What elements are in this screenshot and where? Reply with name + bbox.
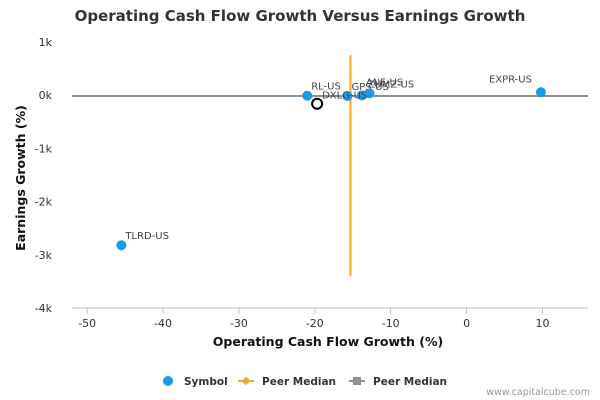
credit-text: www.capitalcube.com xyxy=(486,387,590,398)
x-tick-label: -10 xyxy=(382,317,400,330)
x-tick-label: -40 xyxy=(154,317,172,330)
y-tick-label: -1k xyxy=(35,142,53,155)
legend: Symbol Peer Median Peer Median xyxy=(163,376,447,388)
point-marker xyxy=(364,88,375,99)
legend-gray-square xyxy=(353,377,361,385)
legend-label: Symbol xyxy=(184,376,228,388)
point-marker xyxy=(302,90,313,101)
y-tick-label: -2k xyxy=(35,196,53,209)
y-tick-label: 0k xyxy=(39,89,53,102)
x-axis-ticks: -50 -40 -30 -20 -10 0 10 xyxy=(78,308,549,330)
x-tick-label: 0 xyxy=(463,317,470,330)
point-label: DXLG-US xyxy=(322,91,367,102)
x-axis-title: Operating Cash Flow Growth (%) xyxy=(213,334,443,349)
legend-orange-diamond xyxy=(241,376,251,386)
x-tick-label: 10 xyxy=(535,317,549,330)
scatter-points: EXPR-US TLRD-US RL-US GPS-USANF-USZUMZ-USDX… xyxy=(116,74,546,251)
legend-symbol-dot xyxy=(163,376,173,386)
y-axis-title: Earnings Growth (%) xyxy=(13,105,28,251)
point-label: TLRD-US xyxy=(124,231,169,242)
x-tick-label: -50 xyxy=(78,317,96,330)
legend-label: Peer Median xyxy=(262,376,336,388)
point-marker-highlighted xyxy=(311,97,324,110)
point-label: EXPR-US xyxy=(489,74,532,85)
x-tick-label: -20 xyxy=(306,317,324,330)
point-label: ZUMZ-US xyxy=(367,79,414,90)
point-marker xyxy=(342,90,353,101)
chart-title: Operating Cash Flow Growth Versus Earnin… xyxy=(75,7,526,25)
point-label: ANF-US xyxy=(366,77,403,88)
point-label: GPS-US xyxy=(351,82,388,93)
point-marker xyxy=(535,87,546,98)
y-tick-label: 1k xyxy=(39,36,53,49)
y-tick-label: -4k xyxy=(35,302,53,315)
legend-label: Peer Median xyxy=(373,376,447,388)
point-marker xyxy=(116,240,127,251)
x-tick-label: -30 xyxy=(230,317,248,330)
y-tick-label: -3k xyxy=(35,249,53,262)
y-axis-ticks: 1k 0k -1k -2k -3k -4k xyxy=(35,36,53,315)
point-label: RL-US xyxy=(311,82,341,93)
point-marker xyxy=(356,90,367,101)
